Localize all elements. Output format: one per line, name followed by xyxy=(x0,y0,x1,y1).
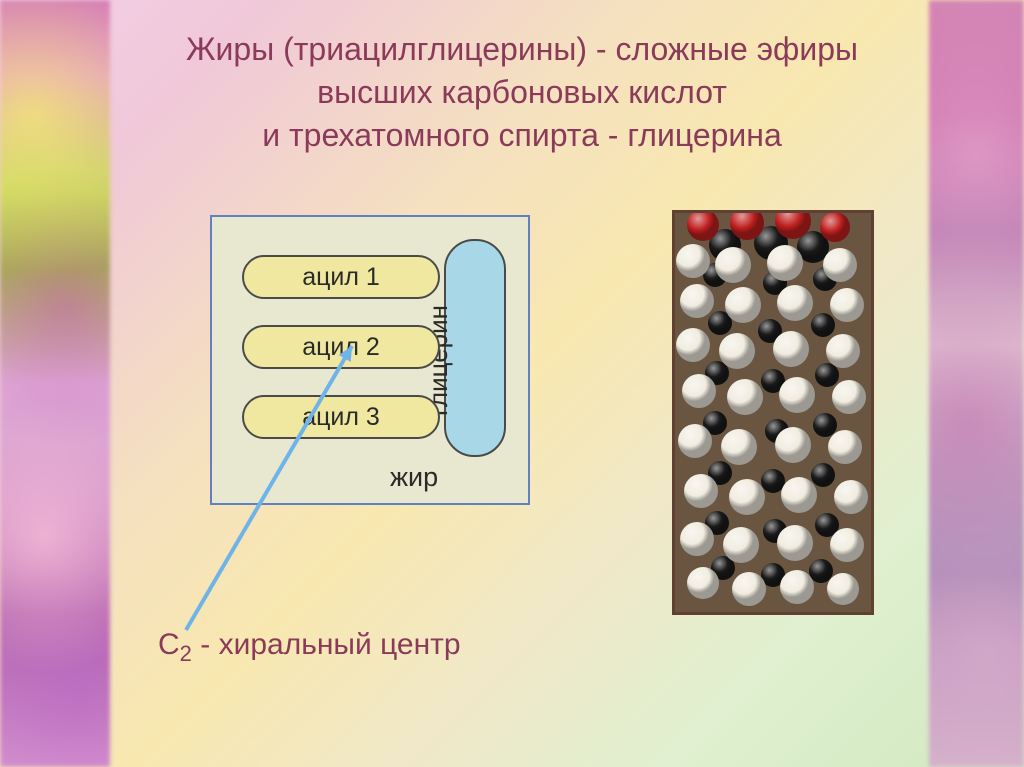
acyl-label: ацил 1 xyxy=(302,263,380,292)
decorative-border-right xyxy=(929,0,1024,767)
chiral-subscript: 2 xyxy=(180,641,192,666)
acyl-group-1: ацил 1 xyxy=(242,255,440,299)
acyl-group-2: ацил 2 xyxy=(242,325,440,369)
triglyceride-schematic: глицерин ацил 1 ацил 2 ацил 3 жир xyxy=(210,215,530,505)
chiral-prefix: С xyxy=(158,628,180,661)
decorative-border-left xyxy=(0,0,110,767)
acyl-group-3: ацил 3 xyxy=(242,395,440,439)
title-line-1: Жиры (триацилглицерины) - сложные эфиры xyxy=(186,31,858,67)
title-line-2: высших карбоновых кислот xyxy=(317,74,727,110)
molecular-model-svg xyxy=(675,213,871,612)
acyl-label: ацил 3 xyxy=(302,403,380,432)
chiral-center-caption: С2 - хиральный центр xyxy=(158,628,461,667)
fat-label: жир xyxy=(390,462,438,493)
title-line-3: и трехатомного спирта - глицерина xyxy=(262,117,782,153)
chiral-suffix: - хиральный центр xyxy=(192,628,461,661)
acyl-label: ацил 2 xyxy=(302,333,380,362)
space-filling-model xyxy=(672,210,874,615)
slide-title: Жиры (триацилглицерины) - сложные эфиры … xyxy=(130,28,914,158)
